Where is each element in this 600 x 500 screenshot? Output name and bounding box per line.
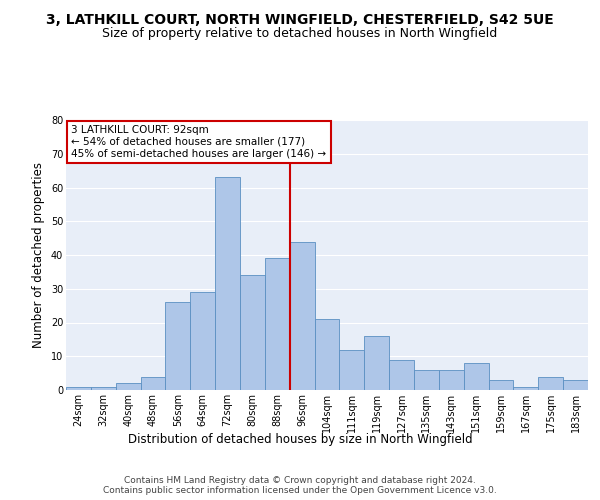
Text: Distribution of detached houses by size in North Wingfield: Distribution of detached houses by size … <box>128 432 472 446</box>
Y-axis label: Number of detached properties: Number of detached properties <box>32 162 45 348</box>
Bar <box>215 178 240 390</box>
Bar <box>314 319 340 390</box>
Bar <box>340 350 364 390</box>
Bar <box>488 380 514 390</box>
Text: 3, LATHKILL COURT, NORTH WINGFIELD, CHESTERFIELD, S42 5UE: 3, LATHKILL COURT, NORTH WINGFIELD, CHES… <box>46 12 554 26</box>
Bar <box>563 380 588 390</box>
Bar <box>91 386 116 390</box>
Bar <box>290 242 314 390</box>
Bar <box>190 292 215 390</box>
Bar <box>166 302 190 390</box>
Bar <box>439 370 464 390</box>
Text: Contains HM Land Registry data © Crown copyright and database right 2024.
Contai: Contains HM Land Registry data © Crown c… <box>103 476 497 495</box>
Bar <box>265 258 290 390</box>
Bar <box>389 360 414 390</box>
Bar <box>514 386 538 390</box>
Bar <box>464 363 488 390</box>
Bar <box>240 275 265 390</box>
Bar <box>538 376 563 390</box>
Text: 3 LATHKILL COURT: 92sqm
← 54% of detached houses are smaller (177)
45% of semi-d: 3 LATHKILL COURT: 92sqm ← 54% of detache… <box>71 126 326 158</box>
Bar <box>364 336 389 390</box>
Text: Size of property relative to detached houses in North Wingfield: Size of property relative to detached ho… <box>103 28 497 40</box>
Bar <box>140 376 166 390</box>
Bar <box>414 370 439 390</box>
Bar <box>116 383 140 390</box>
Bar <box>66 386 91 390</box>
